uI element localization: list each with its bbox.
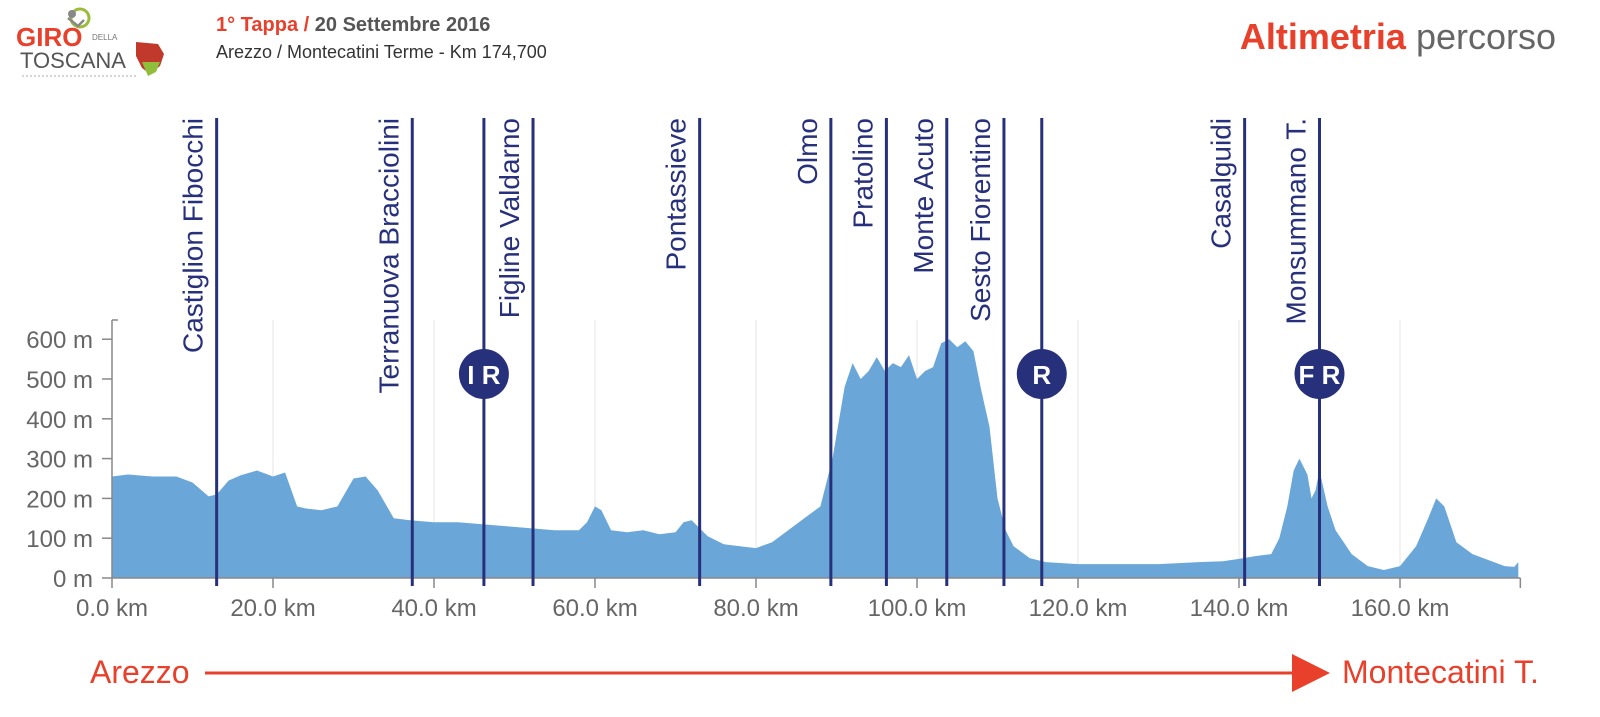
elevation-profile-area: [112, 339, 1519, 578]
marker-label-4: Olmo: [792, 118, 823, 185]
x-tick-label-6: 120.0 km: [1029, 595, 1128, 622]
route-end-label: Montecatini T.: [1342, 654, 1539, 690]
badge-circle-2: [1294, 349, 1345, 399]
logo-text-bottom: TOSCANA: [20, 48, 126, 73]
badge-label-0: I R: [467, 360, 500, 390]
x-tick-label-0: 0.0 km: [76, 595, 148, 622]
y-tick-label-5: 500 m: [26, 367, 93, 394]
logo-text-della: DELLA: [92, 33, 118, 42]
page-title: Altimetria percorso: [1240, 16, 1556, 58]
marker-label-6: Monte Acuto: [908, 118, 939, 274]
y-tick-label-6: 600 m: [26, 327, 93, 354]
badge-label-1: R: [1032, 360, 1051, 390]
y-tick-label-3: 300 m: [26, 447, 93, 474]
x-tick-label-5: 100.0 km: [868, 595, 967, 622]
y-tick-label-2: 200 m: [26, 486, 93, 513]
title-bold: Altimetria: [1239, 16, 1406, 57]
marker-label-1: Terranuova Bracciolini: [373, 118, 404, 393]
logo-text-top: GIRO: [16, 22, 82, 52]
route-arrow: Arezzo Montecatini T.: [90, 654, 1539, 692]
badge-label-2: F R: [1299, 360, 1341, 390]
chart-axes: 0 m 100 m 200 m 300 m 400 m 500 m 600 m 0.0 km 2…: [26, 319, 1522, 622]
marker-label-8: Casalguidi: [1206, 118, 1237, 249]
marker-label-7: Sesto Fiorentino: [965, 118, 996, 322]
badge-circle-0: [458, 349, 509, 399]
x-tick-label-2: 40.0 km: [391, 595, 476, 622]
cyclist-logo-icon: [67, 7, 91, 29]
marker-label-3: Pontassieve: [661, 118, 692, 271]
title-light: percorso: [1415, 16, 1556, 57]
y-tick-label-4: 400 m: [26, 407, 93, 434]
route-arrow-head: [1292, 654, 1330, 692]
x-tick-label-4: 80.0 km: [713, 595, 798, 622]
y-tick-label-1: 100 m: [26, 526, 93, 553]
stage-route: Arezzo / Montecatini Terme - Km 174,700: [216, 42, 547, 62]
x-tick-label-3: 60.0 km: [552, 595, 637, 622]
x-tick-label-7: 140.0 km: [1190, 595, 1289, 622]
giro-della-toscana-logo: GIRO DELLA TOSCANA: [10, 4, 170, 84]
badge-circle-1: [1016, 349, 1067, 399]
y-tick-label-0: 0 m: [53, 566, 93, 593]
stage-label: 1° Tappa /: [216, 14, 310, 36]
stage-date: 20 Settembre 2016: [314, 14, 491, 36]
marker-label-0: Castiglion Fibocchi: [178, 118, 209, 353]
marker-label-5: Pratolino: [847, 118, 878, 229]
stage-header: 1° Tappa / 20 Settembre 2016: [216, 14, 490, 37]
marker-label-9: Monsummano T.: [1281, 118, 1312, 324]
marker-label-2: Figline Valdarno: [494, 118, 525, 318]
route-start-label: Arezzo: [90, 654, 190, 690]
x-tick-label-8: 160.0 km: [1351, 595, 1450, 622]
x-tick-label-1: 20.0 km: [230, 595, 315, 622]
